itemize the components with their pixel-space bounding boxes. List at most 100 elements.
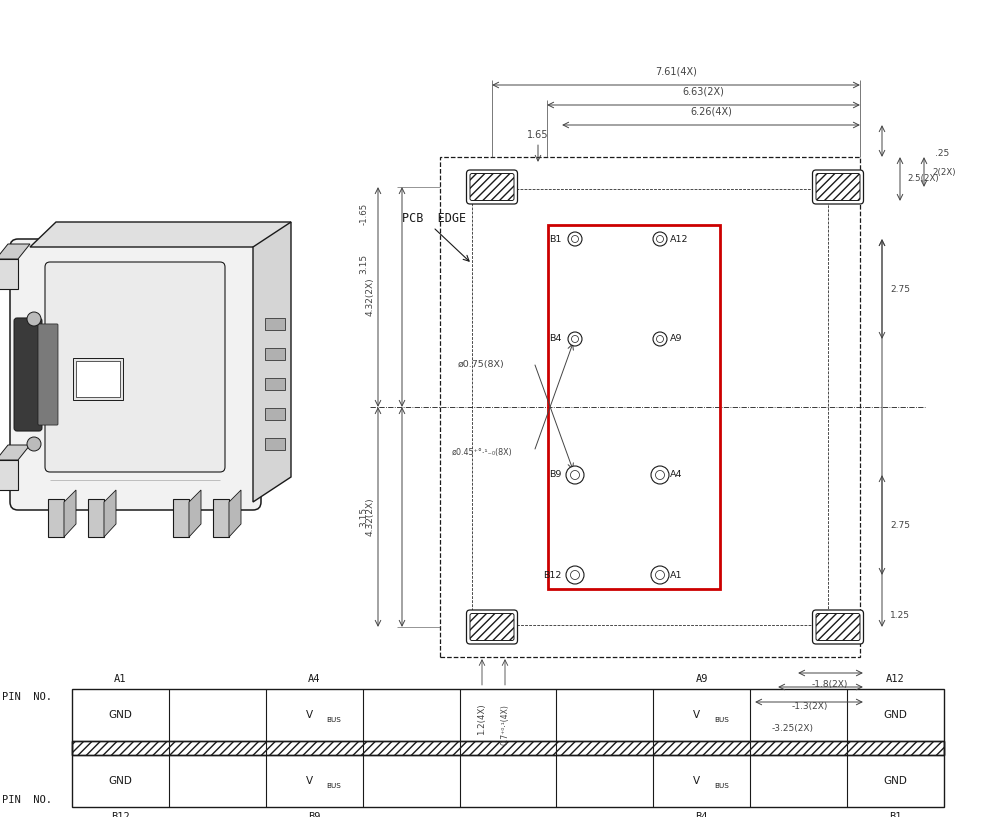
Bar (72, 689, 944, 807)
Text: V: V (306, 776, 313, 786)
Text: 1.2(4X): 1.2(4X) (478, 703, 487, 734)
Text: B9: B9 (308, 812, 320, 817)
Text: 2.5(2X): 2.5(2X) (907, 175, 939, 184)
Text: 3.15: 3.15 (359, 254, 369, 274)
Text: ø0.45⁺°⋅¹₋₀(8X): ø0.45⁺°⋅¹₋₀(8X) (452, 448, 512, 457)
Circle shape (656, 570, 665, 579)
Bar (173, 499, 189, 537)
Circle shape (572, 336, 579, 342)
Text: A12: A12 (886, 674, 905, 684)
Text: V: V (693, 776, 700, 786)
Text: A12: A12 (670, 234, 688, 243)
Text: GND: GND (109, 710, 133, 720)
Text: B9: B9 (550, 471, 562, 480)
Bar (0, 259, 18, 289)
Bar (548, 225, 720, 589)
FancyBboxPatch shape (813, 610, 863, 644)
Text: 7.61(4X): 7.61(4X) (655, 66, 697, 76)
Circle shape (653, 232, 667, 246)
Bar (213, 499, 229, 537)
Bar (265, 318, 285, 330)
Text: 4.32(2X): 4.32(2X) (366, 278, 375, 316)
Text: A9: A9 (695, 674, 708, 684)
Text: -1.65: -1.65 (359, 203, 369, 225)
Bar (265, 348, 285, 360)
Text: A9: A9 (670, 334, 682, 343)
Text: BUS: BUS (714, 783, 729, 789)
Circle shape (27, 312, 41, 326)
Polygon shape (0, 244, 30, 259)
FancyBboxPatch shape (467, 170, 517, 204)
Bar (88, 499, 104, 537)
Text: ø0.75(8X): ø0.75(8X) (458, 360, 504, 369)
Text: PIN  NO.: PIN NO. (2, 795, 52, 805)
Circle shape (653, 332, 667, 346)
Circle shape (657, 336, 664, 342)
Text: GND: GND (109, 776, 133, 786)
Polygon shape (30, 222, 291, 247)
Text: A1: A1 (114, 674, 127, 684)
Text: 1.25: 1.25 (890, 610, 910, 619)
Bar (0, 460, 18, 490)
Text: BUS: BUS (714, 717, 729, 723)
Polygon shape (104, 490, 116, 537)
Text: B1: B1 (550, 234, 562, 243)
Text: -1.8(2X): -1.8(2X) (812, 681, 849, 690)
Polygon shape (229, 490, 241, 537)
Text: 0.7⁺⁰⋅¹(4X): 0.7⁺⁰⋅¹(4X) (500, 704, 509, 745)
Polygon shape (189, 490, 201, 537)
Circle shape (566, 466, 584, 484)
Polygon shape (64, 490, 76, 537)
Text: V: V (306, 710, 313, 720)
Text: B12: B12 (111, 812, 130, 817)
FancyBboxPatch shape (14, 318, 42, 431)
Bar (73, 358, 123, 400)
FancyBboxPatch shape (38, 324, 58, 425)
Circle shape (651, 466, 669, 484)
Text: -1.3(2X): -1.3(2X) (792, 703, 829, 712)
Circle shape (656, 471, 665, 480)
Text: 4.32(2X): 4.32(2X) (366, 498, 375, 536)
Text: A4: A4 (308, 674, 320, 684)
Text: -3.25(2X): -3.25(2X) (772, 725, 814, 734)
Polygon shape (253, 222, 291, 502)
Bar (265, 408, 285, 420)
Circle shape (572, 235, 579, 243)
Circle shape (566, 566, 584, 584)
Text: B12: B12 (544, 570, 562, 579)
Text: A1: A1 (670, 570, 682, 579)
Text: 2.75: 2.75 (890, 520, 910, 529)
Text: GND: GND (883, 776, 908, 786)
Circle shape (571, 471, 580, 480)
Circle shape (27, 437, 41, 451)
Bar (440, 157, 860, 657)
Text: 3.15: 3.15 (359, 507, 369, 527)
Circle shape (651, 566, 669, 584)
FancyBboxPatch shape (10, 239, 261, 510)
Text: BUS: BUS (326, 783, 341, 789)
Bar (72, 741, 944, 755)
Text: PIN  NO.: PIN NO. (2, 692, 52, 702)
Text: PCB  EDGE: PCB EDGE (402, 212, 466, 225)
FancyBboxPatch shape (467, 610, 517, 644)
Text: 6.63(2X): 6.63(2X) (682, 86, 724, 96)
Bar (265, 378, 285, 390)
Text: 2(2X): 2(2X) (932, 167, 955, 176)
Bar (265, 438, 285, 450)
Circle shape (568, 332, 582, 346)
Bar (48, 499, 64, 537)
FancyBboxPatch shape (45, 262, 225, 472)
Text: GND: GND (883, 710, 908, 720)
Text: V: V (693, 710, 700, 720)
Text: A4: A4 (670, 471, 682, 480)
Circle shape (568, 232, 582, 246)
Text: 2.75: 2.75 (890, 284, 910, 293)
Text: B4: B4 (550, 334, 562, 343)
Bar (76, 361, 120, 397)
Polygon shape (0, 445, 30, 460)
Text: B4: B4 (695, 812, 708, 817)
Text: 1.65: 1.65 (527, 130, 549, 140)
Bar (72, 741, 944, 755)
FancyBboxPatch shape (813, 170, 863, 204)
Circle shape (657, 235, 664, 243)
